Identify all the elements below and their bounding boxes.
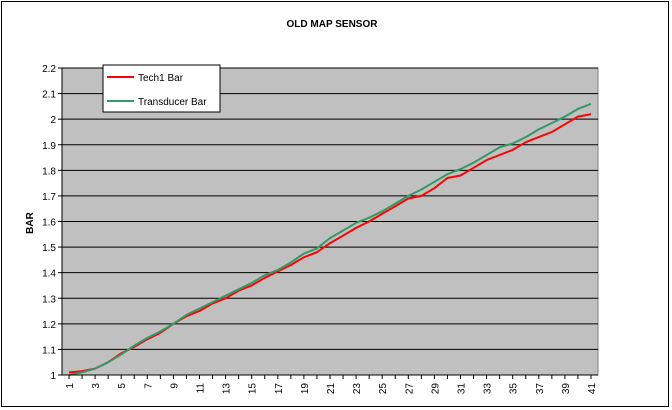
chart-title: OLD MAP SENSOR [287, 19, 379, 30]
y-axis-label: BAR [25, 211, 36, 233]
x-tick-label: 35 [509, 383, 520, 395]
y-tick-label: 1.6 [42, 218, 56, 229]
y-tick-label: 2.1 [42, 90, 56, 101]
y-tick-label: 1.2 [42, 320, 56, 331]
y-tick-label: 2 [50, 115, 56, 126]
y-tick-label: 1.5 [42, 243, 56, 254]
y-tick-label: 1.8 [42, 166, 56, 177]
legend: Tech1 Bar Transducer Bar [102, 64, 221, 113]
x-tick-label: 25 [378, 383, 389, 395]
axis-lines [61, 68, 598, 376]
x-tick-label: 21 [326, 383, 337, 395]
x-tick-label: 7 [143, 383, 154, 389]
x-tick-label: 9 [169, 383, 180, 389]
x-tick-label: 27 [404, 383, 415, 395]
x-tick-label: 3 [91, 383, 102, 389]
x-tick-label: 33 [483, 383, 494, 395]
y-tick-label: 1.1 [42, 345, 56, 356]
x-tick-label: 41 [587, 383, 598, 395]
x-tick-label: 31 [457, 383, 468, 395]
x-tick-label: 5 [117, 383, 128, 389]
x-tick-label: 37 [535, 383, 546, 395]
series-lines [61, 68, 598, 376]
y-axis-ticks: 1 1.1 1.2 1.3 1.4 1.5 1.6 1.7 1.8 1.9 2 2.1 2.2 [42, 64, 62, 382]
x-axis-ticks: 1 3 5 7 9 11 13 15 17 19 21 23 25 27 29 31 33 35 37 39 41 [65, 375, 598, 394]
x-tick-label: 17 [274, 383, 285, 395]
grid-lines [62, 67, 598, 350]
y-tick-label: 2.2 [42, 64, 56, 75]
x-tick-label: 13 [222, 383, 233, 395]
legend-label-tech1: Tech1 Bar [138, 73, 184, 84]
x-tick-label: 23 [352, 383, 363, 395]
legend-box [102, 64, 221, 113]
y-tick-label: 1 [50, 371, 56, 382]
x-tick-label: 15 [248, 383, 259, 395]
y-tick-label: 1.4 [42, 269, 56, 280]
y-tick-label: 1.3 [42, 294, 56, 305]
legend-label-transducer: Transducer Bar [138, 97, 207, 108]
x-tick-label: 39 [561, 383, 572, 395]
series-line-tech1 [68, 113, 592, 374]
series-line-transducer [68, 102, 592, 376]
y-tick-label: 1.7 [42, 192, 56, 203]
x-tick-label: 11 [196, 383, 207, 394]
x-tick-label: 29 [430, 383, 441, 395]
x-tick-label: 1 [65, 383, 76, 389]
x-tick-label: 19 [300, 383, 311, 395]
y-tick-label: 1.9 [42, 141, 56, 152]
